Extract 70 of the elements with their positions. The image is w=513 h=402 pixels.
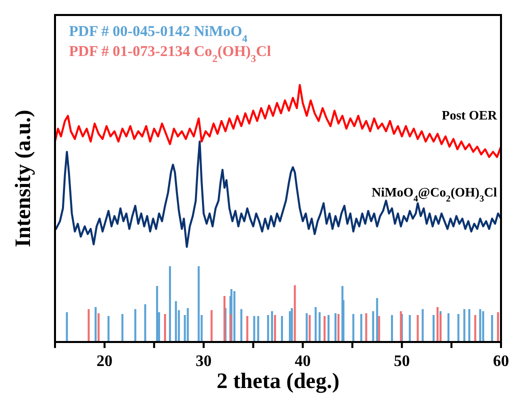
series-label: NiMoO$_{4}$@Co$_{2}$(OH)$_{3}$Cl [372, 184, 498, 204]
x-tick-label: 40 [294, 353, 311, 370]
bar [416, 315, 419, 342]
bar [408, 315, 411, 342]
bar [121, 314, 124, 342]
x-tick-label: 20 [96, 353, 113, 370]
bar [294, 285, 296, 342]
bar [164, 314, 166, 342]
bar [376, 298, 378, 342]
bar [360, 314, 362, 342]
bar [229, 314, 232, 342]
x-axis-title: 2 theta (deg.) [216, 368, 340, 393]
y-axis-title: Intensity (a.u.) [10, 110, 35, 248]
bar [108, 316, 110, 342]
series-label: Post OER [442, 107, 498, 122]
text: PDF # 00-045-0142 NiMoO$_{4}$ [69, 24, 248, 44]
bar [436, 307, 439, 342]
bar [288, 311, 291, 342]
bar [280, 316, 283, 342]
bar [88, 309, 90, 342]
bar [479, 309, 482, 342]
bar [257, 316, 260, 342]
bar [497, 312, 500, 342]
bar [233, 291, 236, 342]
bar [482, 311, 484, 342]
bar [378, 316, 380, 342]
bar [491, 315, 494, 342]
bar [447, 313, 450, 342]
bar [400, 311, 402, 342]
bar [372, 311, 374, 342]
bar [271, 311, 274, 342]
x-tick-label: 50 [394, 353, 410, 370]
bar [432, 315, 435, 342]
bar [66, 312, 68, 342]
bar [422, 309, 424, 342]
bar [318, 312, 321, 342]
bar [328, 315, 330, 342]
bar [337, 314, 340, 342]
bar [457, 314, 460, 342]
bar [134, 309, 136, 342]
bar [290, 308, 293, 342]
bar [334, 313, 336, 342]
bar [240, 309, 242, 342]
bar [253, 316, 256, 342]
bar [274, 315, 276, 342]
bar [314, 307, 317, 342]
bar [210, 310, 213, 342]
bar [365, 313, 368, 342]
bar [246, 316, 248, 342]
bar [324, 316, 326, 342]
x-tick-label: 30 [196, 353, 212, 370]
bar [267, 315, 270, 342]
bar [468, 309, 470, 342]
bar [390, 315, 393, 342]
x-tick-label: 60 [493, 353, 509, 370]
bar [308, 315, 311, 342]
text: PDF # 01-073-2134 Co$_{2}$(OH)$_{3}$Cl [69, 44, 272, 64]
bar [198, 266, 200, 342]
bar [352, 314, 354, 342]
bar [474, 315, 476, 342]
bar [168, 266, 171, 342]
bar [94, 307, 97, 342]
bar [144, 304, 146, 342]
bar [223, 296, 226, 342]
bar [306, 313, 308, 342]
bar [186, 308, 189, 342]
bar [463, 309, 466, 342]
bar [156, 286, 158, 342]
bar [174, 301, 177, 342]
bar [98, 313, 100, 342]
